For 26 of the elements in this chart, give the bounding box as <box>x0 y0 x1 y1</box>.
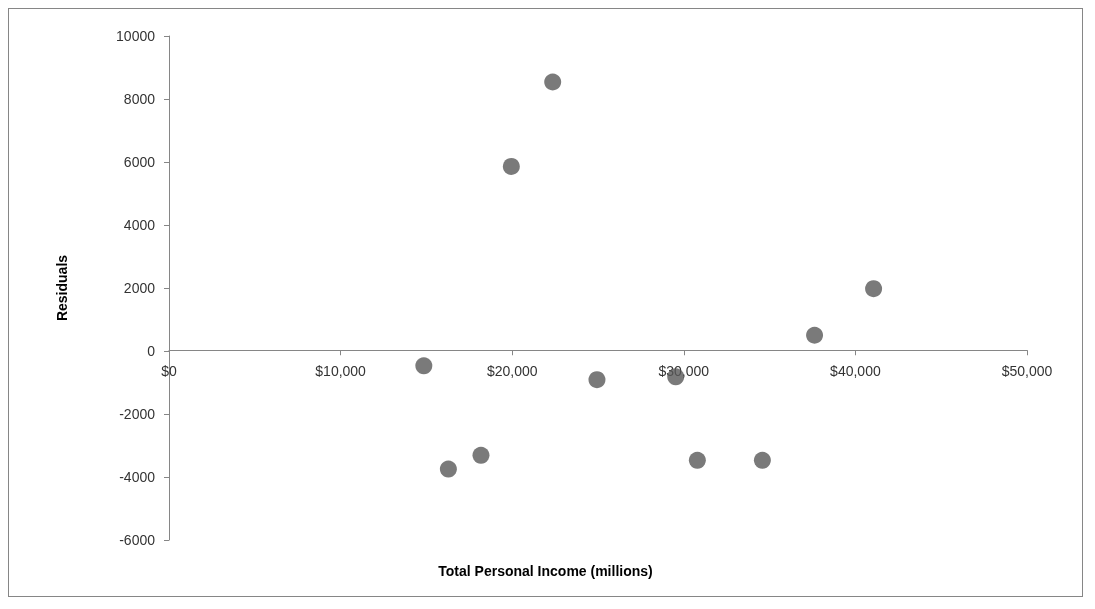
point <box>472 446 490 464</box>
x-axis-title: Total Personal Income (millions) <box>438 563 653 579</box>
point <box>544 73 562 91</box>
point <box>588 371 606 389</box>
y-tick-label: 6000 <box>123 154 156 170</box>
y-tick-label: -4000 <box>119 469 156 485</box>
y-tick-label: 0 <box>147 343 156 359</box>
point <box>753 451 771 469</box>
point <box>806 326 824 344</box>
x-tick-label: $10,000 <box>315 363 367 380</box>
x-tick-label: $30,000 <box>658 363 710 380</box>
y-tick-label: 8000 <box>123 91 156 107</box>
x-tick-label: $20,000 <box>486 363 538 380</box>
y-tick-label: 4000 <box>123 217 156 233</box>
y-tick-label: 2000 <box>123 280 156 296</box>
point <box>439 460 457 478</box>
y-axis-title: Residuals <box>54 254 70 322</box>
point <box>865 280 883 298</box>
point <box>502 157 520 175</box>
point <box>415 357 433 375</box>
y-tick-label: -2000 <box>119 406 156 422</box>
point <box>688 451 706 469</box>
y-tick-label: -6000 <box>119 532 156 548</box>
x-tick-label: $50,000 <box>1001 363 1053 380</box>
y-tick-label: 10000 <box>116 28 156 44</box>
x-tick-label: $40,000 <box>830 363 881 380</box>
